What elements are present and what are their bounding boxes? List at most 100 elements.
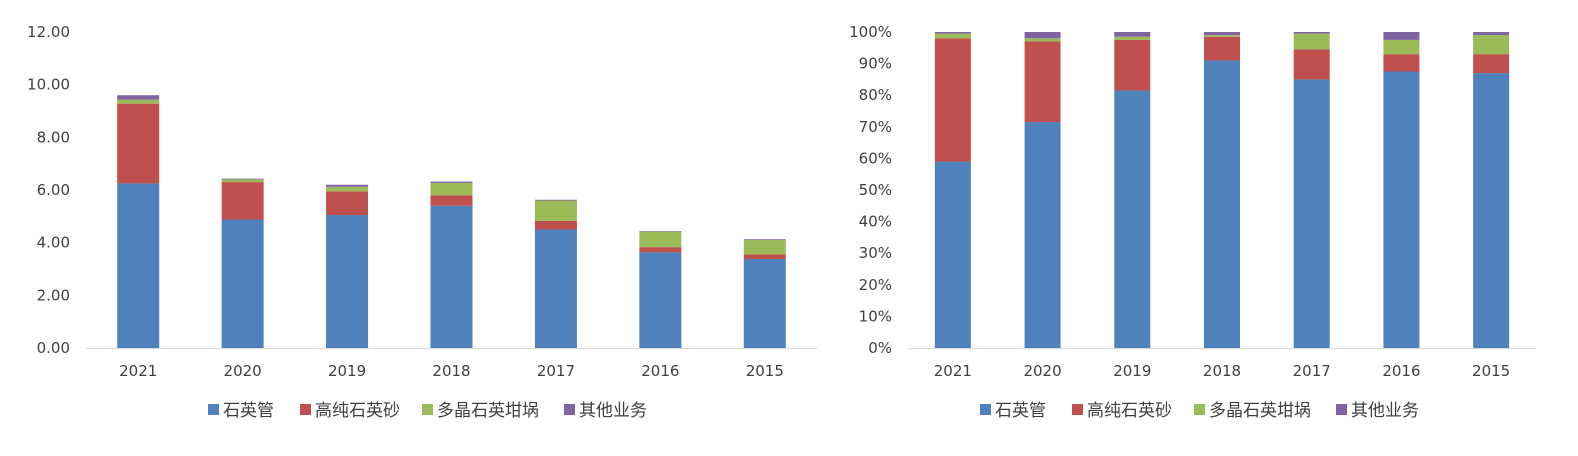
bar-segment — [430, 182, 473, 196]
bar-segment — [430, 205, 473, 348]
bar-segment — [934, 38, 971, 162]
bar-segment — [1383, 39, 1420, 55]
x-tick-label: 2021 — [934, 362, 972, 380]
bar-segment — [1293, 32, 1330, 34]
bar-segment — [221, 182, 264, 220]
bar-segment — [1204, 36, 1240, 61]
bar-segment — [1024, 122, 1061, 348]
bar-segment — [534, 229, 577, 348]
legend-swatch — [422, 404, 433, 415]
bar-segment — [1473, 35, 1510, 55]
y-tick-label: 12.00 — [27, 23, 70, 41]
legend-label: 石英管 — [223, 401, 274, 421]
revenue-stacked-bar-chart: 0.00 2.00 4.00 6.00 8.00 10.00 12.00 2021 2020 20… — [27, 23, 817, 421]
bar-segment — [1114, 90, 1151, 349]
y-tick-label: 30% — [859, 244, 892, 262]
bar-segment — [1383, 71, 1420, 348]
bar-segment — [534, 199, 577, 201]
bar-segment — [743, 254, 786, 259]
legend-swatch — [980, 404, 991, 415]
bar-segment — [1293, 79, 1330, 349]
bar-segment — [221, 179, 264, 183]
bar-segment — [1383, 54, 1420, 72]
bar-segment — [934, 161, 971, 348]
y-tick-label: 4.00 — [37, 234, 70, 252]
y-tick-label: 6.00 — [37, 181, 70, 199]
x-tick-label: 2020 — [224, 362, 262, 380]
bar-segment — [1383, 32, 1420, 40]
bar-segment — [1024, 32, 1061, 39]
bar-segment — [1204, 35, 1240, 37]
legend-swatch — [1336, 404, 1347, 415]
legend-label: 其他业务 — [579, 401, 647, 421]
y-tick-label: 70% — [859, 118, 892, 136]
bar-segment — [743, 240, 786, 255]
bar-segment — [1024, 38, 1061, 42]
bar-segment — [1473, 54, 1510, 74]
y-tick-label: 2.00 — [37, 286, 70, 304]
y-tick-label: 0% — [868, 339, 892, 357]
bar-segment — [639, 231, 682, 232]
y-tick-label: 60% — [859, 149, 892, 167]
x-tick-label: 2017 — [1293, 362, 1331, 380]
y-tick-label: 90% — [859, 55, 892, 73]
x-tick-label: 2018 — [432, 362, 470, 380]
bar-segment — [117, 103, 160, 184]
x-tick-label: 2016 — [1382, 362, 1420, 380]
legend-label: 多晶石英坩埚 — [437, 401, 539, 421]
bar-segment — [1114, 32, 1151, 37]
legend: 石英管 高纯石英砂 多晶石英坩埚 其他业务 — [208, 401, 647, 421]
bar-segment — [934, 33, 971, 39]
y-tick-label: 8.00 — [37, 128, 70, 146]
bar-segment — [221, 178, 264, 180]
legend: 石英管 高纯石英砂 多晶石英坩埚 其他业务 — [980, 401, 1419, 421]
bar-segment — [534, 200, 577, 221]
legend-label: 高纯石英砂 — [1087, 401, 1172, 421]
legend-label: 其他业务 — [1351, 401, 1419, 421]
x-tick-label: 2019 — [1113, 362, 1151, 380]
bar-segment — [430, 195, 473, 206]
y-tick-label: 10% — [859, 307, 892, 325]
legend-swatch — [300, 404, 311, 415]
y-tick-label: 0.00 — [37, 339, 70, 357]
bar-segment — [326, 215, 369, 348]
bar-segment — [934, 32, 971, 34]
bar-segment — [743, 258, 786, 348]
x-tick-label: 2019 — [328, 362, 366, 380]
bar-segment — [743, 239, 786, 241]
bar-segment — [430, 181, 473, 183]
x-tick-label: 2017 — [537, 362, 575, 380]
y-tick-label: 20% — [859, 276, 892, 294]
y-tick-label: 50% — [859, 181, 892, 199]
legend-swatch — [564, 404, 575, 415]
legend-swatch — [1194, 404, 1205, 415]
bar-segment — [326, 191, 369, 216]
legend-label: 石英管 — [995, 401, 1046, 421]
x-tick-label: 2016 — [641, 362, 679, 380]
share-stacked-bar-chart: 0% 10% 20% 30% 40% 50% 60% 70% 80% 90% 100% 2021 202… — [849, 23, 1536, 421]
bar-segment — [1114, 39, 1151, 91]
bar-segment — [1204, 32, 1240, 36]
y-tick-label: 40% — [859, 213, 892, 231]
bar-segment — [1024, 41, 1061, 123]
bar-segment — [1473, 32, 1510, 36]
bar-segment — [1114, 36, 1151, 40]
bar-segment — [1473, 73, 1510, 348]
bar-segment — [639, 247, 682, 253]
x-tick-label: 2020 — [1023, 362, 1061, 380]
bar-segment — [117, 99, 160, 104]
legend-label: 高纯石英砂 — [315, 401, 400, 421]
bar-segment — [326, 186, 369, 192]
x-tick-label: 2015 — [746, 362, 784, 380]
x-tick-label: 2015 — [1472, 362, 1510, 380]
legend-label: 多晶石英坩埚 — [1209, 401, 1311, 421]
bar-segment — [1293, 49, 1330, 80]
x-tick-label: 2021 — [119, 362, 157, 380]
legend-swatch — [1072, 404, 1083, 415]
y-tick-label: 10.00 — [27, 76, 70, 94]
bar-segment — [326, 184, 369, 187]
bar-segment — [221, 219, 264, 348]
bar-segment — [534, 220, 577, 230]
bar-segment — [639, 252, 682, 348]
x-tick-label: 2018 — [1203, 362, 1241, 380]
